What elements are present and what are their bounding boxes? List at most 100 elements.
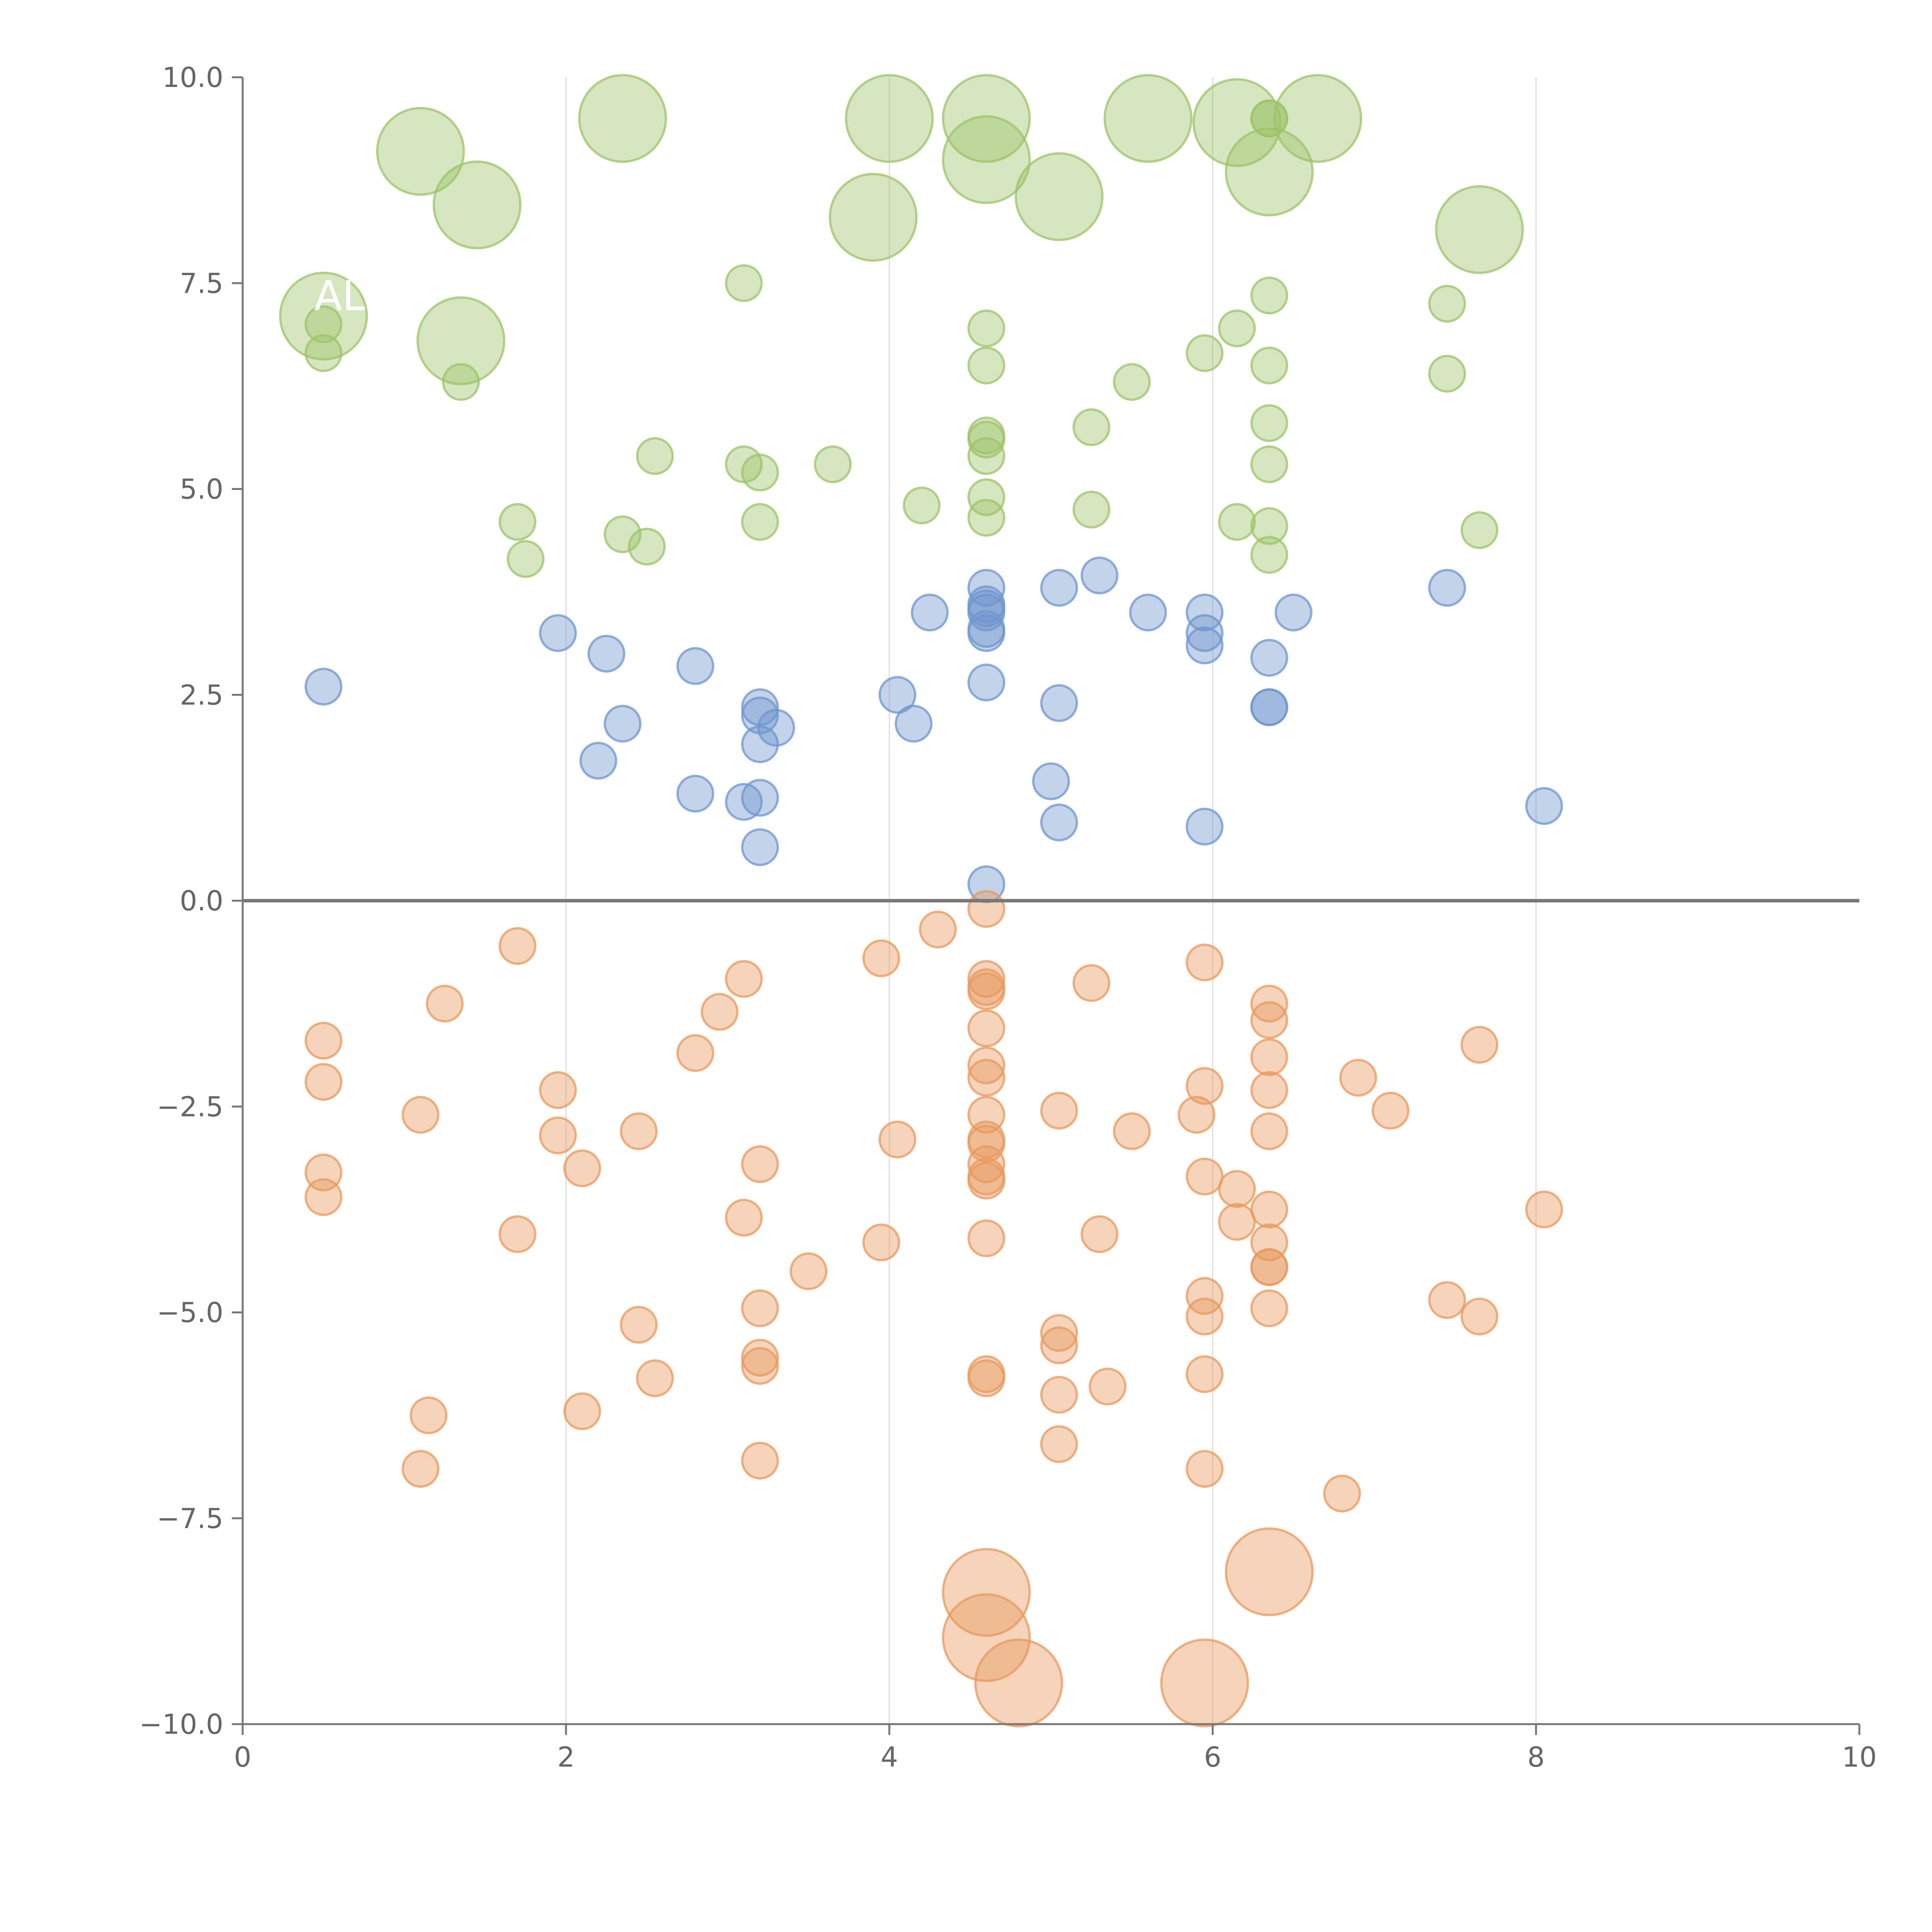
orange-point [967,1009,1005,1048]
green-point [1113,363,1151,401]
orange-point [563,1392,601,1430]
orange-point [1040,1326,1078,1364]
green-point [1428,355,1466,393]
orange-point [1113,1112,1151,1150]
orange-point [1185,1067,1224,1105]
orange-point [401,1450,440,1488]
blue-point [878,676,917,714]
green-point [1104,74,1193,163]
x-tick-label: 10 [1842,1741,1877,1773]
blue-point [1185,626,1224,665]
orange-point [741,1145,779,1183]
orange-point [1040,1376,1078,1414]
blue-point [1185,808,1224,846]
orange-point [967,1162,1005,1200]
orange-point [401,1096,440,1134]
y-tick-label: 2.5 [180,679,223,711]
green-point [376,107,465,196]
green-point [967,309,1005,347]
orange-point [1088,1367,1127,1406]
green-point [1250,276,1288,315]
green-point [498,503,537,541]
blue-point [676,774,714,813]
green-point [1460,511,1498,549]
orange-point [304,1063,343,1101]
green-point [814,445,852,483]
green-point [1218,503,1256,541]
y-tick-label: −2.5 [157,1091,223,1123]
green-point [1250,536,1288,574]
green-point [741,503,779,541]
orange-point [1250,1071,1288,1109]
x-tick-label: 6 [1204,1741,1221,1773]
orange-point [539,1071,577,1109]
orange-point [636,1359,674,1397]
green-point [1250,346,1288,384]
blue-point [741,779,779,817]
blue-point [1080,556,1119,595]
green-point [1072,408,1111,446]
blue-point [539,614,577,652]
orange-point [789,1252,828,1290]
orange-point [1185,1450,1224,1488]
green-point [967,499,1005,537]
orange-point [862,939,900,978]
green-point [604,515,642,553]
orange-point [967,972,1005,1010]
green-point [578,74,667,163]
green-point [1218,309,1256,347]
blue-point [741,688,779,726]
y-tick-label: 7.5 [180,267,223,299]
orange-point [1040,1092,1078,1130]
orange-point [1185,943,1224,981]
x-tick-label: 2 [557,1741,575,1773]
orange-point [967,1219,1005,1257]
blue-point [1185,614,1224,652]
orange-point [1250,1038,1288,1076]
orange-point [426,985,464,1023]
orange-point [676,1034,714,1072]
blue-point [1040,803,1078,842]
orange-point [1339,1059,1377,1097]
x-tick-label: 4 [881,1741,898,1773]
blue-point [1032,762,1070,801]
blue-point [1428,569,1466,607]
blue-point [895,704,933,743]
blue-point [304,667,343,706]
orange-point [620,1306,658,1344]
blue-point [967,663,1005,702]
point-labels: AL [314,272,365,320]
orange-point [1250,985,1288,1023]
blue-point [1185,594,1224,632]
green-point [1250,507,1288,545]
orange-point [1218,1170,1256,1208]
orange-point [741,1442,779,1480]
green-point [967,346,1005,384]
orange-point [741,1347,779,1385]
orange-point [1428,1281,1466,1319]
green-point [967,420,1005,459]
orange-point [410,1396,448,1434]
green-point [967,478,1005,516]
y-tick-label: −10.0 [139,1708,223,1740]
green-point [845,74,934,163]
orange-point [1040,1425,1078,1463]
orange-point [1080,1215,1119,1253]
orange-point [498,927,537,965]
green-point [636,437,674,475]
orange-point [1250,1112,1288,1150]
orange-point [1040,1314,1078,1352]
orange-point [942,1548,1031,1637]
y-tick-label: 10.0 [162,61,223,94]
green-point [442,363,480,401]
green-point [741,453,779,492]
blue-point [1129,594,1167,632]
orange-point [1525,1190,1563,1229]
orange-point [967,1145,1005,1183]
y-tick-label: −5.0 [157,1297,223,1329]
green-point [279,271,368,361]
green-point [942,74,1031,163]
green-point [507,540,545,578]
blue-point [741,725,779,764]
